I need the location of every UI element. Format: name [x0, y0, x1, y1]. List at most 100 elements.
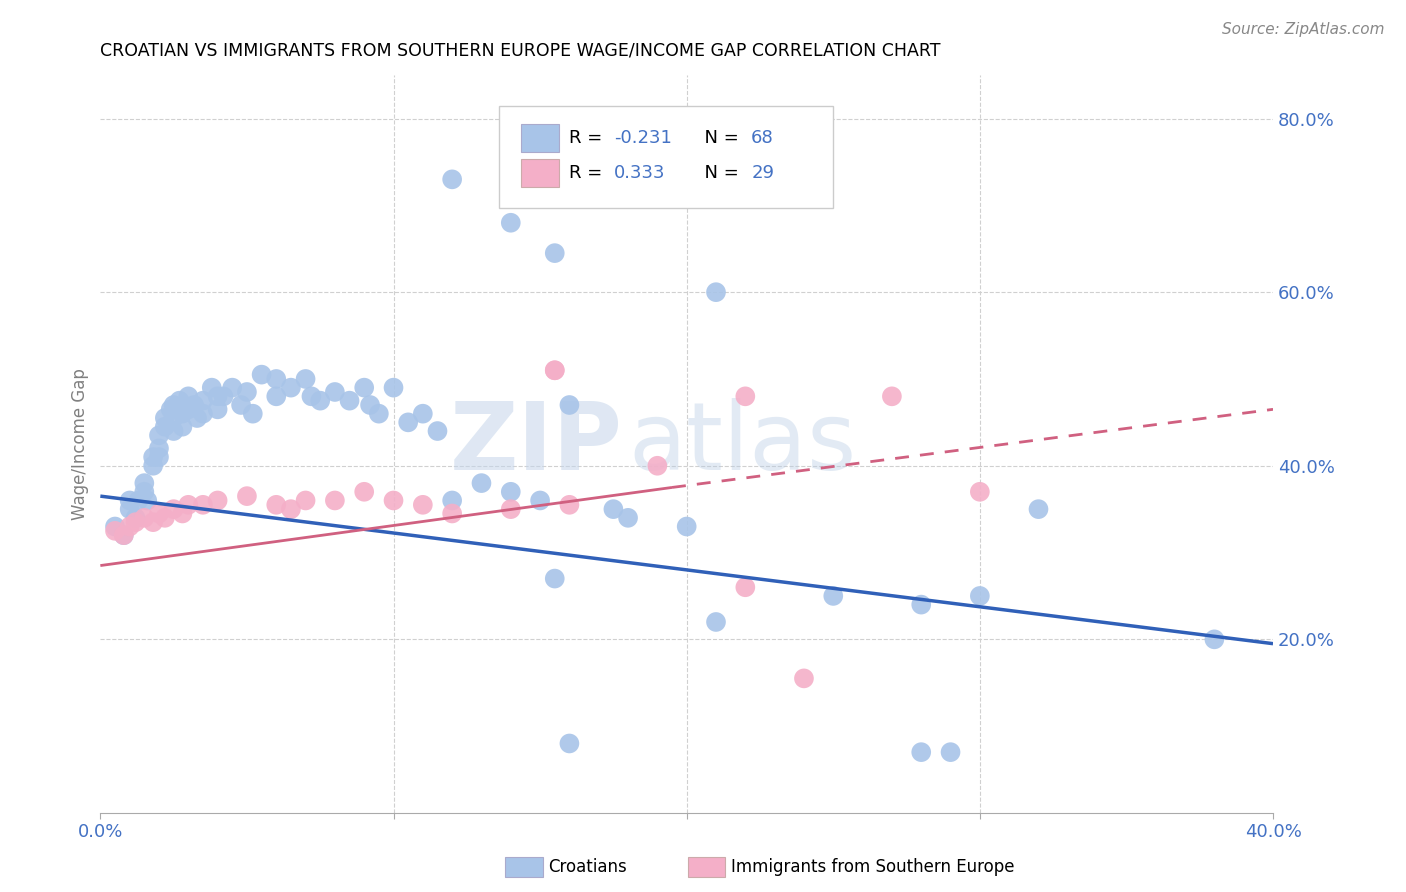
Point: [264, 372, 287, 386]
Point: [499, 484, 522, 499]
Point: [309, 393, 332, 408]
Point: [172, 507, 194, 521]
Text: R =: R =: [569, 129, 609, 147]
Point: [112, 528, 135, 542]
Point: [617, 511, 640, 525]
Text: CROATIAN VS IMMIGRANTS FROM SOUTHERN EUROPE WAGE/INCOME GAP CORRELATION CHART: CROATIAN VS IMMIGRANTS FROM SOUTHERN EUR…: [100, 42, 941, 60]
Point: [163, 398, 186, 412]
Point: [142, 458, 165, 473]
FancyBboxPatch shape: [522, 159, 558, 186]
Point: [236, 489, 259, 503]
Point: [470, 476, 492, 491]
Text: N =: N =: [693, 163, 744, 182]
Text: R =: R =: [569, 163, 614, 182]
Point: [1028, 502, 1050, 516]
Point: [558, 498, 581, 512]
Point: [212, 389, 235, 403]
Point: [353, 484, 375, 499]
Point: [734, 580, 756, 594]
Point: [118, 493, 141, 508]
Point: [112, 528, 135, 542]
Point: [118, 502, 141, 516]
Point: [177, 389, 200, 403]
Point: [191, 393, 214, 408]
Point: [441, 493, 464, 508]
Point: [229, 398, 252, 412]
Point: [969, 589, 991, 603]
Point: [412, 407, 434, 421]
Point: [148, 507, 170, 521]
Point: [602, 502, 624, 516]
Point: [148, 442, 170, 456]
Point: [207, 402, 229, 417]
Point: [558, 736, 581, 750]
Point: [359, 398, 381, 412]
Point: [544, 363, 567, 377]
Point: [207, 389, 229, 403]
Point: [441, 172, 464, 186]
Point: [280, 381, 302, 395]
Point: [301, 389, 323, 403]
Point: [153, 411, 176, 425]
Point: [910, 598, 932, 612]
Point: [704, 285, 727, 300]
Point: [396, 415, 419, 429]
Point: [242, 407, 264, 421]
Point: [426, 424, 449, 438]
Point: [353, 381, 375, 395]
Point: [177, 402, 200, 417]
Point: [134, 484, 156, 499]
Text: Immigrants from Southern Europe: Immigrants from Southern Europe: [731, 858, 1015, 876]
Point: [172, 407, 194, 421]
Point: [734, 389, 756, 403]
Point: [163, 502, 186, 516]
Point: [441, 507, 464, 521]
Text: Croatians: Croatians: [548, 858, 627, 876]
Point: [104, 519, 127, 533]
Point: [153, 419, 176, 434]
Point: [124, 511, 146, 525]
Point: [280, 502, 302, 516]
Point: [382, 381, 405, 395]
Point: [163, 424, 186, 438]
Point: [169, 393, 191, 408]
Point: [367, 407, 389, 421]
Point: [294, 493, 316, 508]
Text: Source: ZipAtlas.com: Source: ZipAtlas.com: [1222, 22, 1385, 37]
Point: [207, 493, 229, 508]
Point: [172, 419, 194, 434]
Point: [544, 572, 567, 586]
Point: [499, 502, 522, 516]
Point: [793, 672, 815, 686]
Point: [544, 363, 567, 377]
Point: [264, 389, 287, 403]
Text: 29: 29: [751, 163, 775, 182]
Point: [148, 450, 170, 464]
Point: [939, 745, 962, 759]
FancyBboxPatch shape: [522, 124, 558, 152]
Point: [823, 589, 845, 603]
Point: [880, 389, 903, 403]
Point: [412, 498, 434, 512]
Point: [910, 745, 932, 759]
Point: [118, 519, 141, 533]
Point: [127, 493, 149, 508]
Point: [1204, 632, 1226, 647]
Point: [499, 216, 522, 230]
Point: [142, 450, 165, 464]
Point: [191, 498, 214, 512]
Point: [201, 381, 224, 395]
Point: [294, 372, 316, 386]
Text: N =: N =: [693, 129, 744, 147]
Point: [134, 511, 156, 525]
Point: [163, 411, 186, 425]
Point: [124, 515, 146, 529]
FancyBboxPatch shape: [499, 106, 834, 208]
Point: [250, 368, 273, 382]
Point: [191, 407, 214, 421]
Point: [183, 398, 205, 412]
Point: [529, 493, 551, 508]
Point: [221, 381, 243, 395]
Y-axis label: Wage/Income Gap: Wage/Income Gap: [72, 368, 89, 520]
Point: [104, 524, 127, 538]
